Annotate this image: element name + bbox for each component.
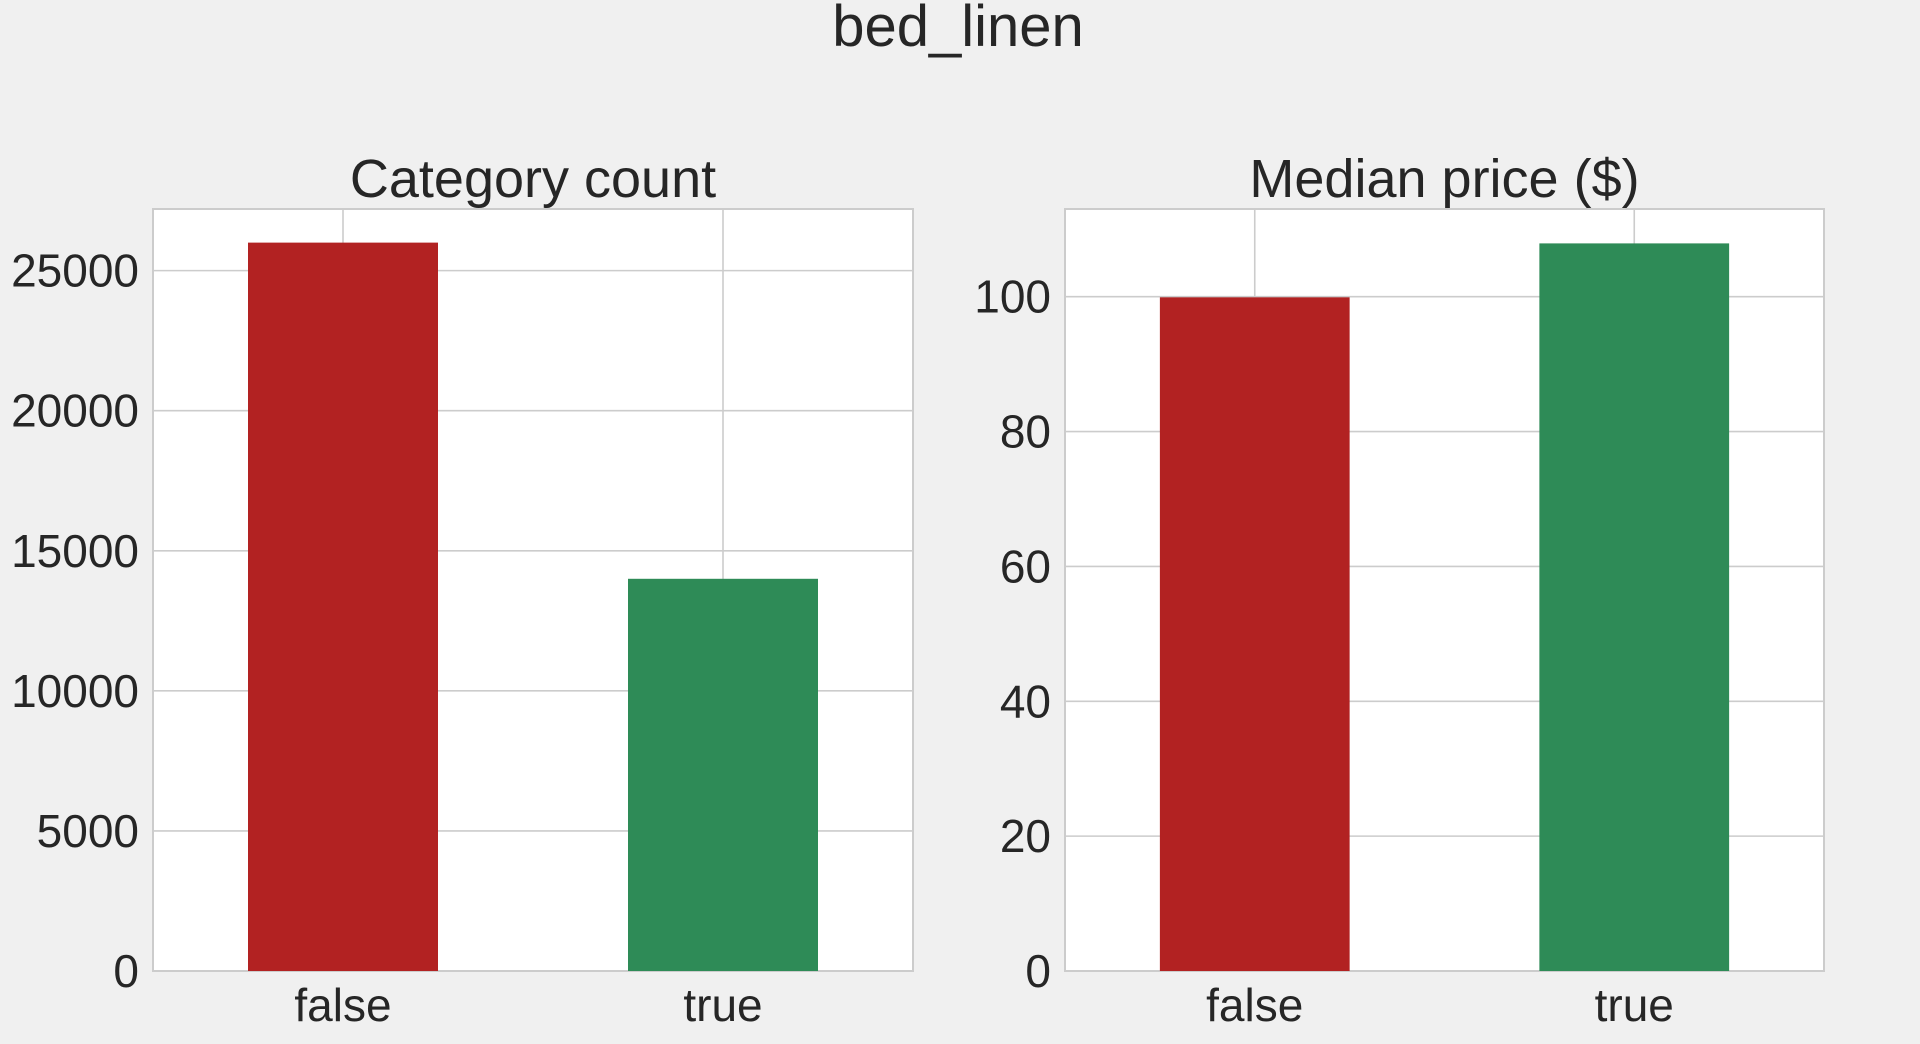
figure-title: bed_linen <box>832 0 1084 59</box>
y-tick-label: 15000 <box>11 525 139 577</box>
y-tick-label: 10000 <box>11 665 139 717</box>
y-tick-label: 20 <box>1000 810 1051 862</box>
bar-false <box>248 242 438 971</box>
y-tick-label: 5000 <box>37 805 139 857</box>
y-tick-label: 100 <box>974 271 1051 323</box>
y-tick-label: 0 <box>113 945 139 997</box>
chart-panel-2: 0 20 40 60 80 100 false true Median price ($) <box>974 149 1825 1031</box>
y-tick-label: 0 <box>1025 945 1051 997</box>
y-tick-label: 60 <box>1000 540 1051 592</box>
bar-false <box>1159 297 1350 972</box>
y-tick-label: 40 <box>1000 675 1051 727</box>
chart-panel-1: 0 5000 10000 15000 20000 25000 false true Catego… <box>11 149 914 1031</box>
y-tick-label: 20000 <box>11 385 139 437</box>
x-tick-label: true <box>683 979 762 1031</box>
x-tick-label: true <box>1595 979 1674 1031</box>
x-tick-label: false <box>1206 979 1303 1031</box>
bar-true <box>1539 243 1730 972</box>
y-tick-label: 80 <box>1000 406 1051 458</box>
y-tick-label: 25000 <box>11 245 139 297</box>
bar-true <box>628 578 818 971</box>
chart-title: Category count <box>350 149 716 209</box>
x-tick-label: false <box>294 979 391 1031</box>
chart-title: Median price ($) <box>1249 149 1639 209</box>
